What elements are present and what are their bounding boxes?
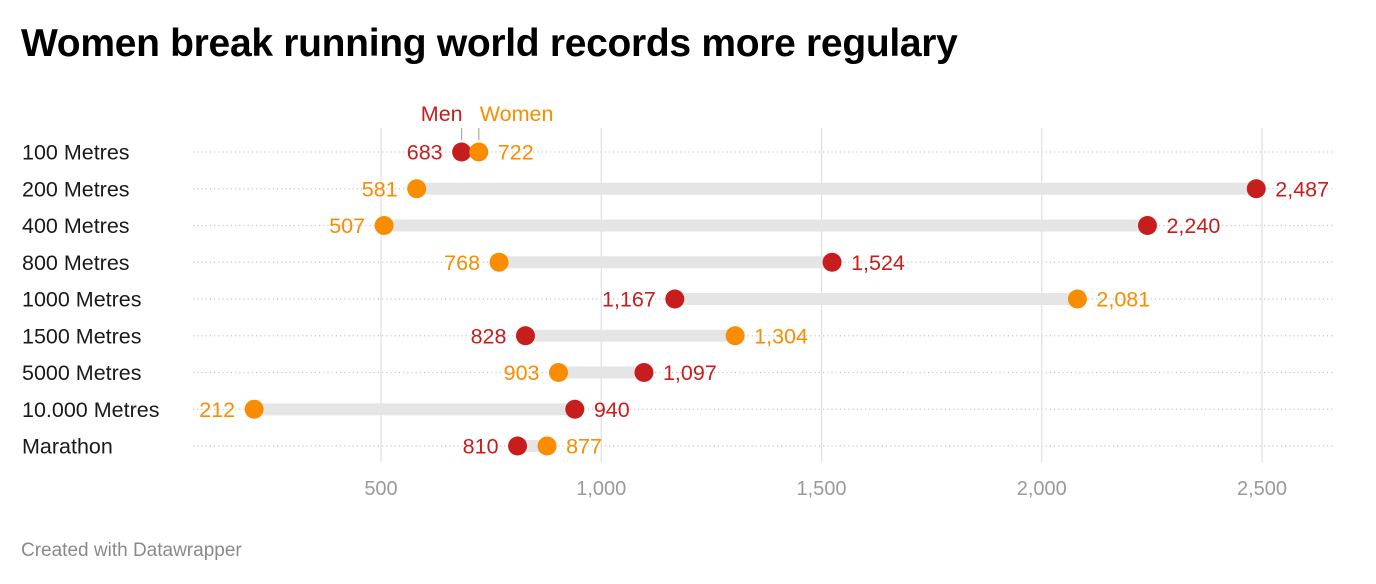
legend-layer: Men Women bbox=[421, 102, 554, 140]
dot-layer bbox=[244, 142, 1266, 456]
women-value-label: 903 bbox=[504, 361, 540, 385]
men-value-label: 1,097 bbox=[663, 361, 717, 385]
category-label: 100 Metres bbox=[22, 141, 130, 165]
men-dot bbox=[508, 436, 528, 456]
footer-credit: Created with Datawrapper bbox=[21, 540, 242, 561]
category-label: 1500 Metres bbox=[22, 324, 142, 348]
men-dot bbox=[565, 399, 585, 419]
category-label: Marathon bbox=[22, 435, 113, 459]
legend-label-women: Women bbox=[480, 102, 554, 126]
men-value-label: 1,167 bbox=[602, 288, 656, 312]
x-tick-label: 1,000 bbox=[576, 478, 626, 500]
category-label: 5000 Metres bbox=[22, 361, 142, 385]
women-value-label: 1,304 bbox=[754, 324, 808, 348]
range-bar-layer bbox=[254, 146, 1257, 452]
women-dot bbox=[407, 179, 427, 199]
women-value-label: 877 bbox=[566, 435, 602, 459]
x-tick-label: 500 bbox=[364, 478, 397, 500]
women-dot bbox=[537, 436, 557, 456]
range-bar bbox=[525, 329, 736, 342]
range-bar bbox=[416, 182, 1257, 195]
men-value-label: 940 bbox=[594, 398, 630, 422]
chart-title: Women break running world records more r… bbox=[21, 22, 958, 65]
women-dot bbox=[374, 216, 394, 235]
men-value-label: 683 bbox=[407, 141, 443, 165]
x-tick-label: 2,500 bbox=[1237, 478, 1287, 500]
category-label: 400 Metres bbox=[22, 214, 130, 238]
category-label: 1000 Metres bbox=[22, 288, 142, 312]
men-dot bbox=[515, 326, 535, 346]
women-value-label: 212 bbox=[199, 398, 235, 422]
men-dot bbox=[1246, 179, 1266, 199]
label-layer: 100 Metres 683 722 200 Metres 2,487 581 400 Me… bbox=[22, 141, 1329, 459]
category-label: 800 Metres bbox=[22, 251, 130, 275]
women-value-label: 2,081 bbox=[1096, 288, 1150, 312]
range-bar bbox=[674, 293, 1078, 305]
men-dot bbox=[1137, 216, 1157, 235]
men-dot bbox=[452, 142, 472, 162]
range-bar bbox=[499, 256, 833, 269]
category-label: 10.000 Metres bbox=[22, 398, 159, 422]
men-value-label: 2,487 bbox=[1275, 177, 1329, 201]
men-dot bbox=[822, 252, 842, 272]
women-dot bbox=[489, 252, 509, 272]
men-value-label: 1,524 bbox=[851, 251, 905, 275]
category-label: 200 Metres bbox=[22, 177, 130, 201]
men-value-label: 2,240 bbox=[1166, 214, 1220, 238]
women-dot bbox=[469, 142, 489, 162]
legend-label-men: Men bbox=[421, 102, 463, 126]
women-dot bbox=[1067, 289, 1087, 309]
women-dot bbox=[725, 326, 745, 346]
men-dot bbox=[665, 289, 685, 309]
women-value-label: 507 bbox=[329, 214, 365, 238]
men-value-label: 810 bbox=[463, 435, 499, 459]
range-bar bbox=[254, 403, 575, 416]
range-bar bbox=[558, 366, 644, 379]
women-dot bbox=[549, 363, 569, 382]
women-value-label: 722 bbox=[498, 141, 534, 165]
x-tick-label: 1,500 bbox=[796, 478, 846, 500]
range-bar bbox=[384, 219, 1148, 232]
x-tick-label: 2,000 bbox=[1017, 478, 1067, 500]
women-value-label: 768 bbox=[444, 251, 480, 275]
women-value-label: 581 bbox=[362, 177, 398, 201]
women-dot bbox=[244, 399, 264, 419]
men-dot bbox=[634, 363, 654, 382]
men-value-label: 828 bbox=[471, 324, 507, 348]
